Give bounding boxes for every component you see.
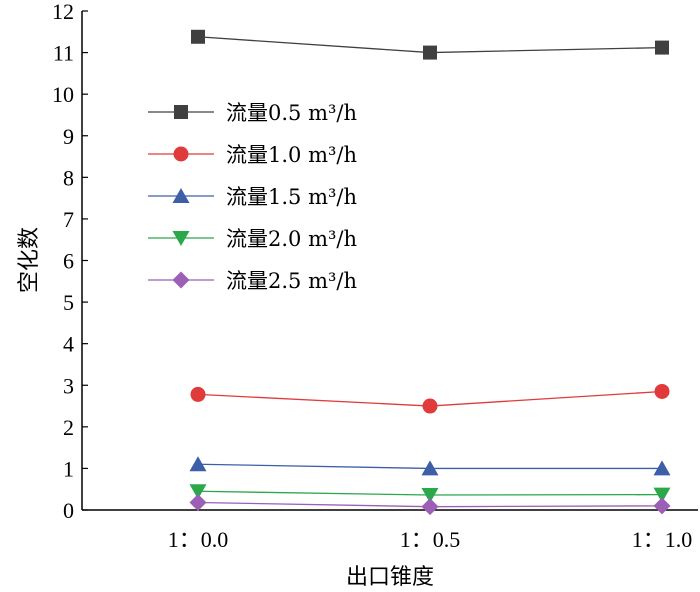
- data-point: [191, 29, 205, 44]
- y-tick-label: 9: [63, 124, 74, 149]
- y-tick-label: 0: [63, 498, 74, 523]
- y-tick-label: 7: [63, 207, 74, 232]
- data-point: [653, 487, 671, 503]
- legend-label: 流量2.0 m³/h: [226, 227, 357, 251]
- data-point: [421, 498, 439, 516]
- legend-item-1: 流量0.5 m³/h: [148, 101, 357, 125]
- legend-item-4: 流量2.0 m³/h: [148, 227, 357, 251]
- series-3: [189, 456, 671, 476]
- data-point: [421, 460, 439, 476]
- legend-label: 流量0.5 m³/h: [226, 101, 357, 125]
- x-tick-label: 1：0.5: [400, 527, 461, 552]
- legend-item-3: 流量1.5 m³/h: [148, 185, 357, 209]
- legend-marker: [172, 271, 190, 289]
- data-point: [189, 456, 207, 472]
- series-layer: [189, 29, 671, 516]
- legend-label: 流量1.0 m³/h: [226, 143, 357, 167]
- y-tick-label: 8: [63, 165, 74, 190]
- legend-item-5: 流量2.5 m³/h: [148, 269, 357, 293]
- data-point: [422, 398, 438, 414]
- legend-label: 流量2.5 m³/h: [226, 269, 357, 293]
- data-point: [190, 386, 206, 402]
- legend-marker: [172, 188, 190, 203]
- y-tick-label: 1: [63, 456, 74, 481]
- legend-marker: [172, 231, 190, 246]
- legend-marker: [174, 105, 188, 119]
- y-tick-label: 12: [52, 0, 74, 24]
- x-tick-label: 1：1.0: [632, 527, 693, 552]
- series-1: [191, 29, 669, 60]
- data-point: [189, 484, 207, 500]
- y-axis-title: 空化数: [17, 227, 42, 293]
- y-tick-label: 11: [53, 41, 74, 66]
- legend-marker: [173, 146, 189, 162]
- y-tick-label: 6: [63, 249, 74, 274]
- y-tick-label: 3: [63, 373, 74, 398]
- data-point: [655, 40, 669, 55]
- data-point: [189, 494, 207, 512]
- legend-item-2: 流量1.0 m³/h: [148, 143, 357, 167]
- legend: 流量0.5 m³/h 流量1.0 m³/h 流量1.5 m³/h 流量2.0 m³/h…: [148, 101, 357, 293]
- y-tick-label: 4: [63, 332, 74, 357]
- y-tick-label: 2: [63, 415, 74, 440]
- legend-label: 流量1.5 m³/h: [226, 185, 357, 209]
- data-point: [653, 460, 671, 476]
- series-4: [189, 484, 671, 504]
- data-point: [421, 488, 439, 504]
- series-2: [190, 383, 670, 414]
- series-5: [189, 494, 671, 516]
- x-axis-title: 出口锥度: [346, 565, 434, 590]
- x-tick-label: 1：0.0: [168, 527, 229, 552]
- data-point: [653, 497, 671, 515]
- y-tick-label: 10: [52, 82, 74, 107]
- y-tick-label: 5: [63, 290, 74, 315]
- data-point: [654, 383, 670, 399]
- data-point: [423, 45, 437, 60]
